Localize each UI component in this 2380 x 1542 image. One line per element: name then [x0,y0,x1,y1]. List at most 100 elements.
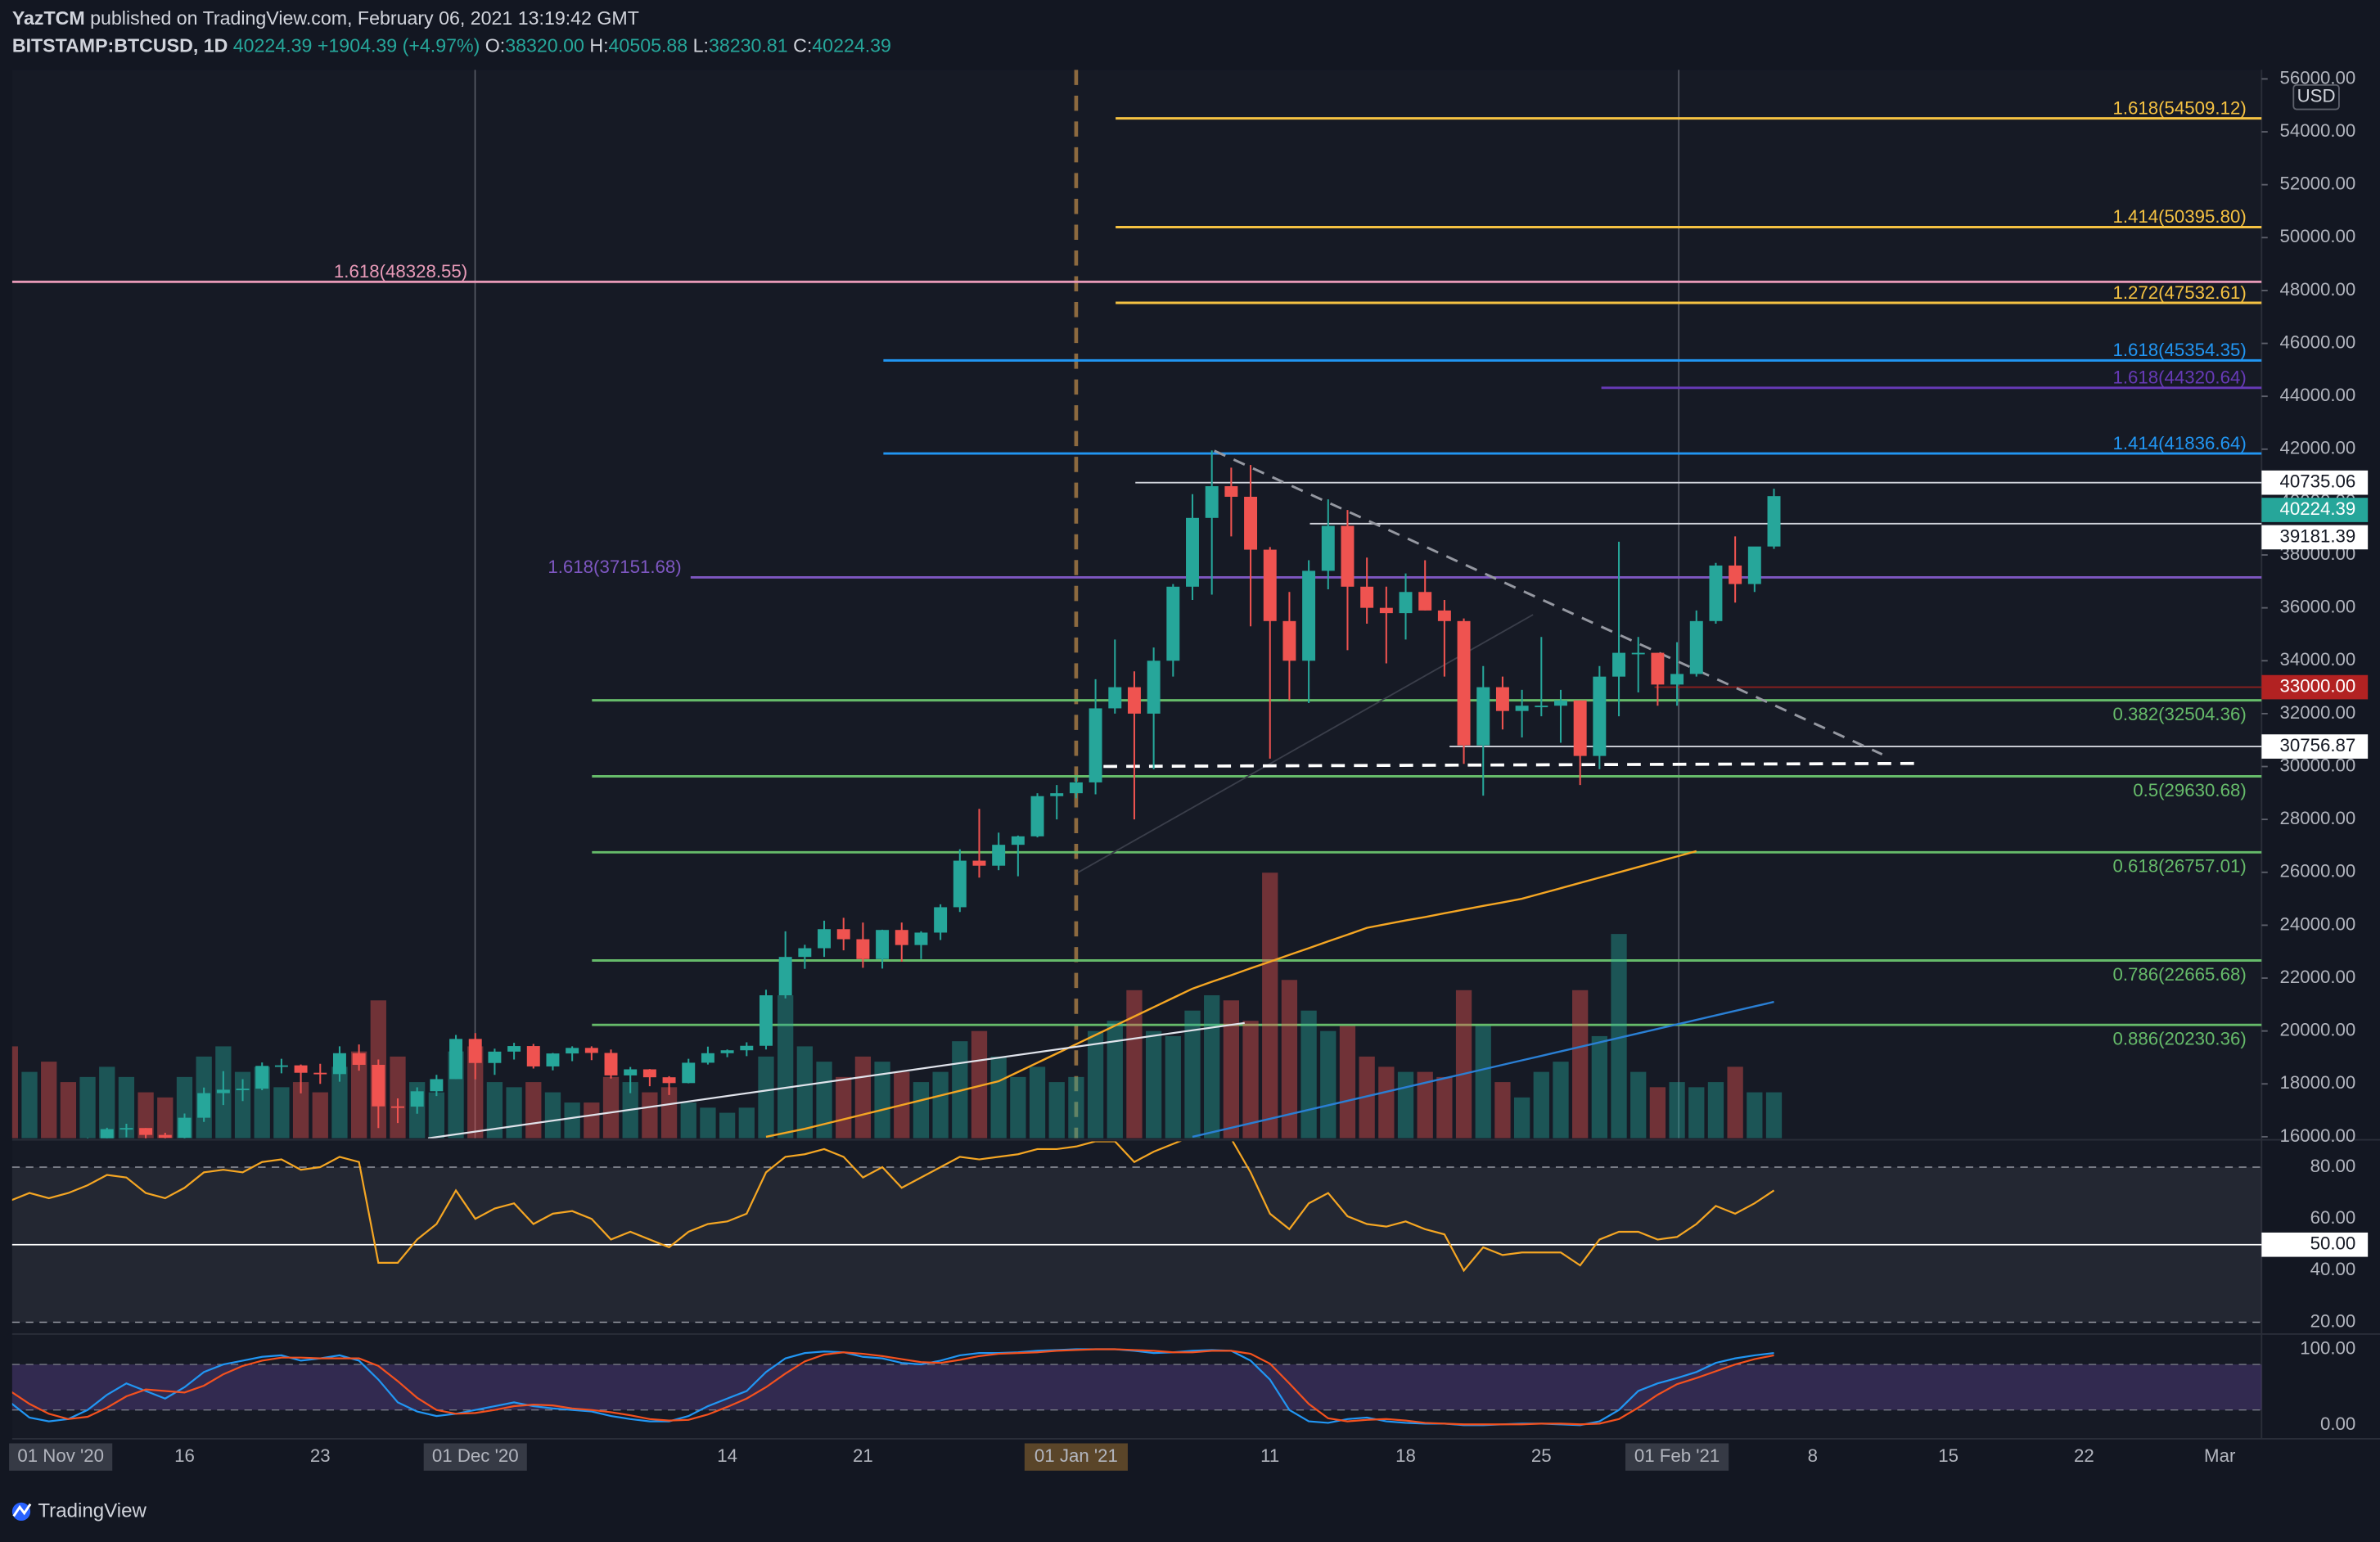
change: +1904.39 (+4.97%) [318,35,480,56]
x-tick-label: 16 [174,1445,195,1466]
candle-body [778,957,792,996]
volume-bar [816,1062,832,1138]
candle-body [1244,496,1258,550]
volume-bar [428,1092,445,1138]
candle-body [1205,486,1219,518]
volume-bar [1165,1035,1181,1138]
x-tick-label: 25 [1531,1445,1552,1466]
candle-body [701,1053,714,1063]
candle-body [682,1062,696,1084]
candle-body [836,929,850,940]
author: YazTCM [12,7,85,29]
moving-averages [765,850,1774,1138]
volume-bar [1727,1066,1743,1138]
candle-body [760,995,773,1046]
volume-bar [11,1046,18,1138]
price-box [2261,470,2369,495]
candle-body [1127,687,1141,714]
y-tick-label: 54000.00 [2280,120,2356,141]
moving-average [765,850,1697,1138]
trendline [1214,449,1883,755]
volume-bar [660,1087,678,1138]
volume-bar [390,1056,406,1138]
volume-bar [1649,1087,1666,1138]
level-label: 0.618(26757.01) [2112,856,2246,877]
volume-bar [506,1087,522,1138]
volume-bar [990,1056,1007,1138]
candle-body [139,1128,153,1135]
candle-body [1011,836,1025,845]
volume-bar [1320,1030,1336,1138]
volume-bar [137,1092,154,1138]
volume-bar [680,1102,696,1138]
candle-body [1302,570,1316,661]
volume-bar [99,1066,115,1138]
y-tick-label: 32000.00 [2280,702,2356,723]
volume-bar [932,1071,949,1138]
price-box-label: 40224.39 [2280,498,2356,519]
logo: TradingView [11,1499,147,1522]
candle-body [642,1069,656,1078]
volume-bar [350,1051,367,1138]
volume-bar [1513,1097,1530,1138]
candle-body [1379,607,1393,614]
volume-bar [1184,1010,1201,1138]
price-box-label: 39181.39 [2280,525,2356,546]
volume-bar [1455,990,1472,1138]
candles [87,450,1781,1138]
ohlc-value: 38320.00 [505,35,584,56]
volume-bar [1494,1082,1511,1138]
volume-bar [41,1062,57,1138]
volume-bar [1242,1021,1259,1138]
candle-body [662,1077,676,1084]
volume-bar [21,1071,38,1138]
logo-icon [11,1502,31,1522]
y-tick-label: 0.00 [2320,1414,2355,1434]
x-tick-label: 01 Jan '21 [1034,1445,1118,1466]
candle-body [1186,517,1199,587]
y-tick-label: 80.00 [2310,1156,2356,1176]
stoch-band [11,1364,2262,1410]
y-tick-label: 20.00 [2310,1310,2356,1331]
y-tick-label: 16000.00 [2280,1125,2356,1146]
candle-body [313,1072,327,1075]
level-label: 0.786(22665.68) [2112,964,2246,985]
candle-body [740,1045,754,1051]
volume-bar [796,1046,813,1138]
logo-icon [12,1503,32,1517]
candle-body [1399,592,1413,614]
volume-bar [1765,1092,1783,1138]
candle-body [1166,586,1180,661]
candle-body [1767,496,1781,547]
volume-bar [544,1092,561,1138]
ohlc-value: 38230.81 [709,35,788,56]
candle-body [1651,652,1665,685]
candle-body [1437,610,1451,621]
y-tick-label: 18000.00 [2280,1072,2356,1093]
candle-body [1535,706,1548,708]
time-axis: 01 Nov '20 16 23 01 Dec '20 14 21 01 Jan '21 11… [9,1443,2236,1471]
candle-body [216,1089,230,1093]
volume-bar [719,1112,736,1138]
candle-body [1476,687,1490,746]
price-box [2261,525,2369,550]
volume-bar [1359,1056,1375,1138]
volume-bar [331,1066,348,1138]
volume-bar [157,1097,174,1138]
y-tick-label: 52000.00 [2280,174,2356,194]
x-tick-label: 11 [1260,1445,1279,1466]
volume-bar [1572,990,1589,1138]
volume-bar [1010,1076,1026,1138]
level-label: 1.414(41836.64) [2112,433,2246,453]
price-box-label: 50.00 [2310,1233,2356,1254]
candle-body [1689,620,1703,674]
candle-body [1069,782,1083,794]
candle-body [526,1046,540,1066]
volume-bar [1107,1021,1123,1138]
level-label: 1.618(45354.35) [2112,340,2246,360]
currency: USD [2297,86,2336,106]
candle-body [178,1117,192,1138]
rsi-lines [11,1141,1775,1273]
ohlc-label: H: [589,35,608,56]
volume-bar [1591,1035,1607,1138]
